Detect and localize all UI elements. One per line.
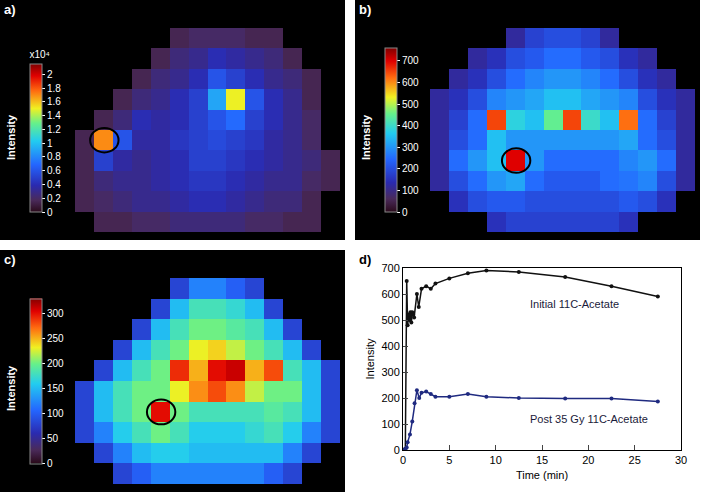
svg-text:200: 200 [47, 358, 64, 369]
svg-text:Post 35 Gy 11C-Acetate: Post 35 Gy 11C-Acetate [530, 413, 648, 425]
svg-text:100: 100 [402, 185, 419, 196]
svg-text:300: 300 [402, 142, 419, 153]
svg-text:600: 600 [381, 288, 399, 300]
svg-text:1.4: 1.4 [47, 110, 61, 121]
svg-text:30: 30 [675, 454, 687, 466]
svg-text:Time (min): Time (min) [516, 469, 568, 481]
svg-text:600: 600 [402, 77, 419, 88]
svg-text:700: 700 [381, 262, 399, 274]
svg-text:25: 25 [629, 454, 641, 466]
svg-text:0: 0 [402, 207, 408, 218]
svg-text:50: 50 [47, 433, 59, 444]
svg-text:15: 15 [536, 454, 548, 466]
svg-text:700: 700 [402, 55, 419, 66]
svg-text:0.2: 0.2 [47, 193, 61, 204]
svg-text:1.6: 1.6 [47, 96, 61, 107]
svg-text:400: 400 [402, 120, 419, 131]
svg-text:1.2: 1.2 [47, 124, 61, 135]
svg-text:10: 10 [490, 454, 502, 466]
svg-text:5: 5 [446, 454, 452, 466]
svg-text:0.8: 0.8 [47, 151, 61, 162]
html-text:a): a) [4, 2, 16, 17]
html-text:b): b) [359, 2, 372, 17]
svg-text:500: 500 [381, 314, 399, 326]
svg-text:0: 0 [400, 454, 406, 466]
svg-text:300: 300 [381, 366, 399, 378]
svg-text:x10⁴: x10⁴ [30, 49, 50, 60]
svg-text:100: 100 [381, 418, 399, 430]
svg-text:2: 2 [47, 69, 53, 80]
html-text:c): c) [4, 252, 16, 267]
svg-text:Initial 11C-Acetate: Initial 11C-Acetate [530, 298, 619, 310]
svg-text:0.4: 0.4 [47, 179, 61, 190]
svg-text:400: 400 [381, 340, 399, 352]
html-text:Intensity: Intensity [360, 114, 372, 160]
svg-text:20: 20 [582, 454, 594, 466]
svg-text:0.6: 0.6 [47, 165, 61, 176]
svg-text:Intensity: Intensity [364, 338, 376, 379]
svg-text:0: 0 [394, 444, 400, 456]
html-text:Intensity: Intensity [5, 114, 17, 160]
svg-text:200: 200 [402, 163, 419, 174]
svg-text:1.8: 1.8 [47, 83, 61, 94]
svg-text:150: 150 [47, 383, 64, 394]
svg-text:100: 100 [47, 408, 64, 419]
svg-text:500: 500 [402, 99, 419, 110]
svg-text:200: 200 [381, 392, 399, 404]
html-text:d): d) [359, 252, 372, 267]
html-text:Intensity: Intensity [5, 365, 17, 411]
svg-text:300: 300 [47, 308, 64, 319]
svg-text:0: 0 [47, 207, 53, 218]
svg-text:1: 1 [47, 138, 53, 149]
svg-text:250: 250 [47, 333, 64, 344]
svg-text:0: 0 [47, 458, 53, 469]
